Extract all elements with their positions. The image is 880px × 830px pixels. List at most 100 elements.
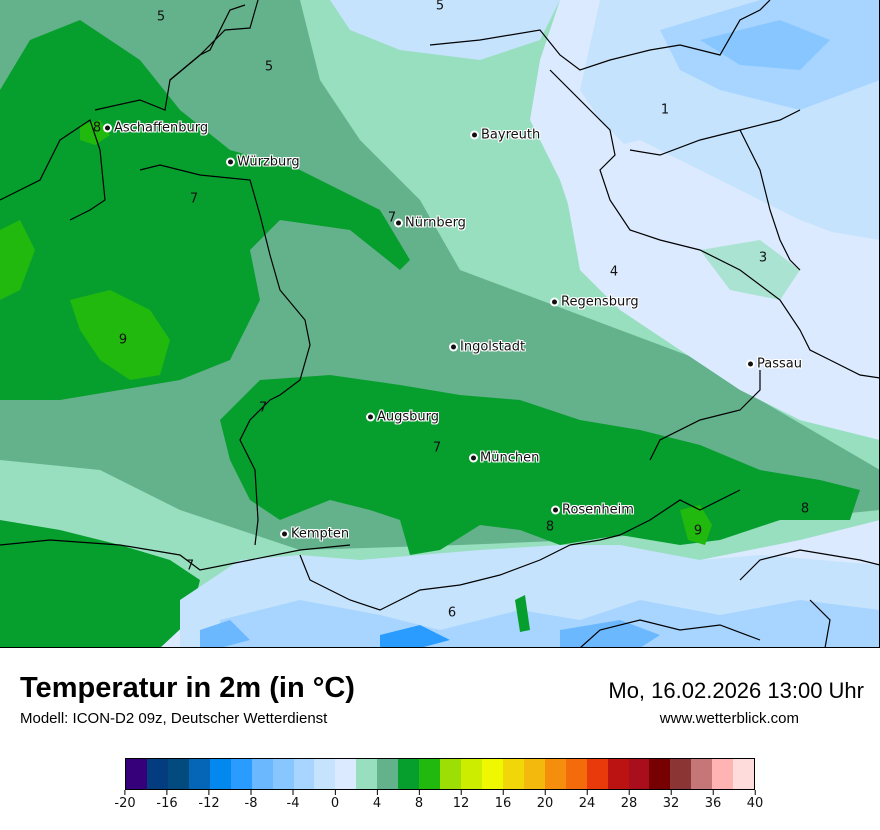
city-dot-icon <box>748 361 753 367</box>
legend-swatch <box>586 759 608 789</box>
tick-mark <box>586 790 588 795</box>
city-name: Bayreuth <box>481 127 541 143</box>
tick-mark <box>250 790 252 795</box>
legend-swatch <box>377 759 399 789</box>
legend-swatch <box>733 759 755 789</box>
tick-mark <box>544 790 546 795</box>
tick-label: 16 <box>494 796 512 811</box>
city-name: Passau <box>757 356 802 372</box>
city-name: Regensburg <box>561 294 639 310</box>
city-name: Kempten <box>291 526 350 542</box>
contour-label: 5 <box>156 9 166 25</box>
city-marker-muenchen: München <box>471 451 539 466</box>
map-title: Temperatur in 2m (in °C) <box>20 672 355 704</box>
legend-swatch <box>209 759 231 789</box>
city-dot-icon <box>105 125 110 131</box>
contour-label: 7 <box>432 440 442 456</box>
tick-mark <box>502 790 504 795</box>
tick-label: 32 <box>662 796 680 811</box>
contour-label: 1 <box>660 102 670 118</box>
legend-swatch <box>649 759 671 789</box>
legend-swatch <box>565 759 587 789</box>
legend-tick: -8 <box>244 790 258 811</box>
city-marker-wuerzburg: Würzburg <box>228 155 300 170</box>
legend-swatch <box>335 759 357 789</box>
city-dot-icon <box>282 531 287 537</box>
website-link[interactable]: www.wetterblick.com <box>659 710 799 727</box>
city-dot-icon <box>553 507 558 513</box>
tick-label: 24 <box>578 796 596 811</box>
contour-label: 3 <box>758 250 768 266</box>
city-marker-kempten: Kempten <box>282 527 349 542</box>
city-marker-nuernberg: Nürnberg <box>396 216 466 231</box>
city-marker-ingolstadt: Ingolstadt <box>451 340 525 355</box>
legend-swatch <box>712 759 734 789</box>
contour-label: 8 <box>545 519 555 535</box>
legend-swatch <box>251 759 273 789</box>
city-marker-augsburg: Augsburg <box>368 410 439 425</box>
legend-swatch <box>502 759 524 789</box>
legend-swatch <box>670 759 692 789</box>
legend-tick: 36 <box>704 790 722 811</box>
tick-label: 40 <box>746 796 764 811</box>
city-dot-icon <box>451 344 456 350</box>
city-dot-icon <box>472 132 477 138</box>
city-name: Ingolstadt <box>460 339 526 355</box>
legend-swatch <box>419 759 441 789</box>
tick-mark <box>166 790 168 795</box>
legend-tick: -16 <box>156 790 178 811</box>
legend-tick: 40 <box>746 790 764 811</box>
city-dot-icon <box>471 455 476 461</box>
color-legend <box>125 758 755 790</box>
legend-swatch <box>272 759 294 789</box>
borders <box>0 0 880 648</box>
contour-label: 8 <box>800 501 810 517</box>
legend-tick: 8 <box>415 790 423 811</box>
tick-label: -16 <box>156 796 178 811</box>
model-source: Modell: ICON-D2 09z, Deutscher Wetterdie… <box>20 710 328 727</box>
contour-label: 7 <box>185 558 195 574</box>
contour-label: 9 <box>693 523 703 539</box>
city-dot-icon <box>396 220 401 226</box>
legend-swatch <box>126 759 147 789</box>
contour-label: 4 <box>609 264 619 280</box>
tick-mark <box>124 790 126 795</box>
city-dot-icon <box>552 299 557 305</box>
legend-tick: -12 <box>198 790 220 811</box>
legend-swatch <box>398 759 420 789</box>
contour-label: 9 <box>118 332 128 348</box>
legend-ticks: -20 -16 -12 -8 -4 0 4 8 12 16 20 24 28 32 36 40 <box>114 790 763 820</box>
tick-label: -20 <box>114 796 136 811</box>
legend-swatch <box>628 759 650 789</box>
legend-tick: 24 <box>578 790 596 811</box>
legend-swatch <box>691 759 713 789</box>
legend-swatch <box>230 759 252 789</box>
tick-label: 4 <box>372 796 382 811</box>
tick-mark <box>292 790 294 795</box>
legend-swatch <box>523 759 545 789</box>
legend-swatch <box>607 759 629 789</box>
legend-tick: 28 <box>620 790 638 811</box>
legend-tick: 12 <box>452 790 470 811</box>
legend-swatch <box>481 759 503 789</box>
city-dot-icon <box>368 414 373 420</box>
legend-tick: -4 <box>287 790 299 811</box>
tick-label: -12 <box>198 796 220 811</box>
city-name: Nürnberg <box>405 215 466 231</box>
tick-label: 36 <box>704 796 722 811</box>
contour-label: 5 <box>435 0 445 14</box>
tick-label: 28 <box>620 796 638 811</box>
map-canvas <box>0 0 880 648</box>
tick-label: 12 <box>452 796 470 811</box>
city-dot-icon <box>228 159 233 165</box>
legend-swatch <box>461 759 482 789</box>
tick-mark <box>208 790 210 795</box>
city-name: Rosenheim <box>562 502 634 518</box>
tick-mark <box>754 790 756 795</box>
legend-tick: -20 <box>114 790 136 811</box>
tick-label: -8 <box>244 796 258 811</box>
tick-mark <box>670 790 672 795</box>
tick-label: 8 <box>414 796 424 811</box>
city-marker-aschaffenburg: Aschaffenburg <box>105 121 208 136</box>
legend-swatch <box>440 759 461 789</box>
